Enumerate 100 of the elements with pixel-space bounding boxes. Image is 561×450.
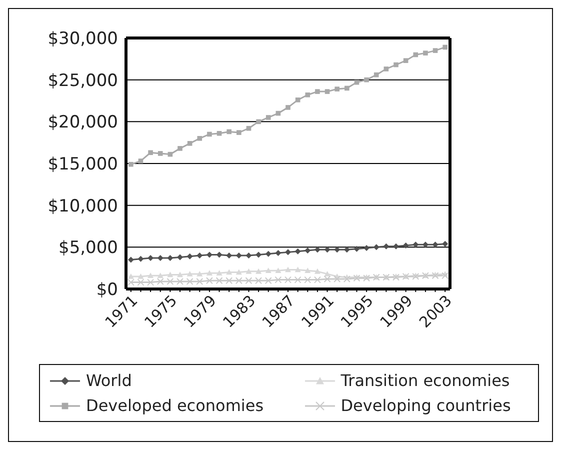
point <box>216 130 222 136</box>
point <box>343 275 350 282</box>
point <box>284 276 292 284</box>
y-tick-label: $0 <box>96 280 118 300</box>
y-tick-label: $15,000 <box>48 154 118 175</box>
point <box>314 246 320 253</box>
point <box>177 254 183 260</box>
legend-label: Transition economies <box>340 371 510 390</box>
point <box>304 268 311 273</box>
point <box>295 98 300 102</box>
point <box>442 272 449 280</box>
point <box>344 86 350 91</box>
point <box>285 249 291 256</box>
point <box>187 141 192 146</box>
point <box>186 253 193 260</box>
point <box>137 278 144 286</box>
point <box>158 151 163 156</box>
y-tick-label: $10,000 <box>48 196 118 216</box>
point <box>285 266 291 272</box>
point <box>314 268 320 274</box>
point <box>157 272 164 278</box>
point <box>235 277 242 284</box>
point <box>304 276 312 284</box>
point <box>266 115 271 120</box>
point <box>354 246 360 252</box>
point <box>402 242 409 248</box>
point <box>196 270 203 276</box>
point <box>423 50 428 56</box>
point <box>186 270 193 276</box>
point <box>216 270 222 276</box>
point <box>206 252 212 258</box>
point <box>294 248 301 254</box>
point <box>314 276 321 284</box>
point <box>403 58 408 63</box>
legend-label: World <box>86 371 132 390</box>
point <box>206 270 212 276</box>
y-tick-label: $30,000 <box>48 29 118 50</box>
point <box>384 66 389 72</box>
point <box>156 278 164 285</box>
point <box>256 119 261 124</box>
point <box>167 255 174 262</box>
point <box>246 252 252 259</box>
point <box>138 256 144 262</box>
point <box>178 146 182 151</box>
point <box>128 256 134 263</box>
point <box>128 273 134 279</box>
point <box>197 136 202 141</box>
point <box>236 130 242 135</box>
point <box>394 62 398 68</box>
point <box>374 72 379 78</box>
point <box>255 277 262 284</box>
point <box>413 52 418 58</box>
point <box>294 266 301 272</box>
y-tick-label: $25,000 <box>48 70 118 91</box>
point <box>324 89 330 94</box>
y-tick-label: $5,000 <box>58 238 118 258</box>
point <box>432 242 438 248</box>
legend-label: Developing countries <box>340 396 511 415</box>
point <box>206 277 213 284</box>
point <box>442 44 448 50</box>
point <box>245 277 252 284</box>
point <box>167 272 174 278</box>
point <box>324 270 330 276</box>
point <box>166 278 174 285</box>
point <box>177 272 183 278</box>
legend-label: Developed economies <box>86 396 264 415</box>
point <box>236 269 242 275</box>
point <box>305 92 310 98</box>
point <box>256 252 262 258</box>
point <box>334 275 341 282</box>
point <box>324 275 331 282</box>
point <box>275 250 282 256</box>
point <box>226 277 233 284</box>
point <box>383 243 390 250</box>
point <box>138 158 144 164</box>
point <box>275 268 282 273</box>
point <box>207 132 212 137</box>
point <box>127 278 134 286</box>
point <box>148 150 153 156</box>
point <box>286 105 290 110</box>
point <box>265 250 272 257</box>
point <box>216 277 223 284</box>
point <box>226 269 232 275</box>
point <box>334 86 340 92</box>
point <box>324 246 330 253</box>
point <box>256 268 262 274</box>
point <box>294 276 302 284</box>
point <box>246 268 252 274</box>
point <box>264 277 272 284</box>
point <box>364 77 369 82</box>
point <box>148 272 154 278</box>
point <box>147 278 154 286</box>
point <box>246 126 252 131</box>
point <box>393 243 399 250</box>
point <box>186 278 194 285</box>
point <box>128 162 134 167</box>
point <box>442 240 448 247</box>
point <box>176 278 184 285</box>
point <box>138 273 144 279</box>
point <box>196 278 204 285</box>
